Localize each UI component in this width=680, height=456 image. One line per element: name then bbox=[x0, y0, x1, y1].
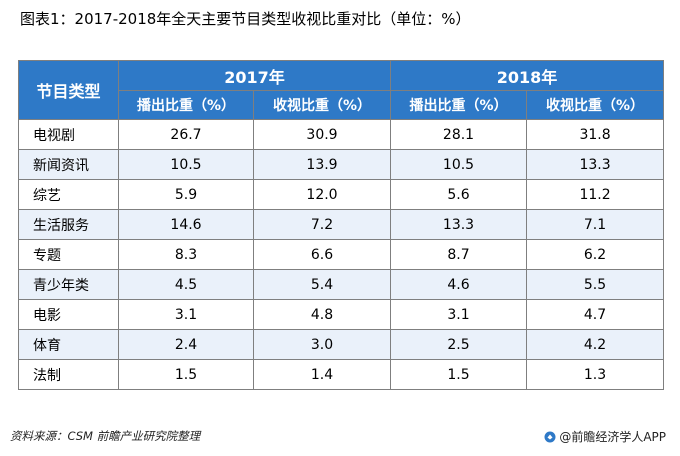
column-header: 收视比重（%） bbox=[526, 90, 665, 120]
table-cell: 1.4 bbox=[252, 359, 392, 390]
row-header: 节目类型 bbox=[18, 60, 119, 120]
row-label: 专题 bbox=[18, 239, 119, 270]
row-label: 综艺 bbox=[18, 179, 119, 210]
source-note: 资料来源：CSM 前瞻产业研究院整理 bbox=[10, 429, 201, 443]
table-cell: 1.3 bbox=[526, 359, 665, 390]
column-header: 播出比重（%） bbox=[390, 90, 528, 120]
row-label: 新闻资讯 bbox=[18, 149, 119, 180]
table-cell: 14.6 bbox=[118, 209, 254, 240]
row-label: 电视剧 bbox=[18, 119, 119, 150]
table-cell: 3.0 bbox=[252, 329, 392, 360]
row-label: 青少年类 bbox=[18, 269, 119, 300]
table-cell: 13.3 bbox=[390, 209, 528, 240]
table-cell: 2.5 bbox=[390, 329, 528, 360]
table-body: 电视剧 26.7 30.9 28.1 31.8 新闻资讯 10.5 13.9 10.5 13.3 综… bbox=[18, 119, 665, 390]
table-cell: 26.7 bbox=[118, 119, 254, 150]
row-label: 体育 bbox=[18, 329, 119, 360]
table-cell: 4.5 bbox=[118, 269, 254, 300]
table-cell: 3.1 bbox=[390, 299, 528, 330]
row-label: 生活服务 bbox=[18, 209, 119, 240]
row-label: 法制 bbox=[18, 359, 119, 390]
column-header: 播出比重（%） bbox=[118, 90, 254, 120]
table-cell: 11.2 bbox=[526, 179, 665, 210]
table-cell: 7.1 bbox=[526, 209, 665, 240]
group-header-2018: 2018年 bbox=[390, 60, 665, 91]
table-cell: 6.6 bbox=[252, 239, 392, 270]
table-cell: 10.5 bbox=[118, 149, 254, 180]
table-cell: 4.7 bbox=[526, 299, 665, 330]
row-label: 电影 bbox=[18, 299, 119, 330]
table-cell: 12.0 bbox=[252, 179, 392, 210]
table-row: 专题 8.3 6.6 8.7 6.2 bbox=[18, 239, 665, 270]
table-cell: 8.7 bbox=[390, 239, 528, 270]
brand-credit: @前瞻经济学人APP bbox=[544, 428, 666, 445]
table-cell: 5.5 bbox=[526, 269, 665, 300]
table-cell: 5.6 bbox=[390, 179, 528, 210]
table-cell: 28.1 bbox=[390, 119, 528, 150]
table-row: 青少年类 4.5 5.4 4.6 5.5 bbox=[18, 269, 665, 300]
table-row: 综艺 5.9 12.0 5.6 11.2 bbox=[18, 179, 665, 210]
table-row: 体育 2.4 3.0 2.5 4.2 bbox=[18, 329, 665, 360]
table-row: 生活服务 14.6 7.2 13.3 7.1 bbox=[18, 209, 665, 240]
table-cell: 3.1 bbox=[118, 299, 254, 330]
table-cell: 6.2 bbox=[526, 239, 665, 270]
table-cell: 5.9 bbox=[118, 179, 254, 210]
table-cell: 1.5 bbox=[390, 359, 528, 390]
data-table: 节目类型 2017年 2018年 播出比重（%） 收视比重（%） 播出比重（%）… bbox=[18, 60, 665, 390]
group-header-2017: 2017年 bbox=[117, 60, 392, 91]
table-cell: 8.3 bbox=[118, 239, 254, 270]
table-cell: 4.6 bbox=[390, 269, 528, 300]
table-row: 电视剧 26.7 30.9 28.1 31.8 bbox=[18, 119, 665, 150]
table-cell: 4.8 bbox=[252, 299, 392, 330]
chart-title: 图表1：2017-2018年全天主要节目类型收视比重对比（单位：%） bbox=[20, 10, 471, 28]
table-row: 新闻资讯 10.5 13.9 10.5 13.3 bbox=[18, 149, 665, 180]
table-cell: 31.8 bbox=[526, 119, 665, 150]
table-cell: 13.9 bbox=[252, 149, 392, 180]
table-row: 法制 1.5 1.4 1.5 1.3 bbox=[18, 359, 665, 390]
brand-text: @前瞻经济学人APP bbox=[559, 430, 666, 444]
table-cell: 30.9 bbox=[252, 119, 392, 150]
table-row: 电影 3.1 4.8 3.1 4.7 bbox=[18, 299, 665, 330]
table-cell: 13.3 bbox=[526, 149, 665, 180]
table-cell: 7.2 bbox=[252, 209, 392, 240]
table-cell: 5.4 bbox=[252, 269, 392, 300]
table-cell: 10.5 bbox=[390, 149, 528, 180]
table-cell: 1.5 bbox=[118, 359, 254, 390]
table-cell: 2.4 bbox=[118, 329, 254, 360]
column-header: 收视比重（%） bbox=[252, 90, 392, 120]
table-cell: 4.2 bbox=[526, 329, 665, 360]
brand-logo-icon bbox=[544, 431, 556, 442]
